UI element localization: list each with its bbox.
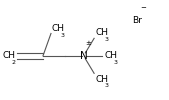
- Text: 3: 3: [104, 37, 108, 42]
- Text: 2: 2: [12, 60, 16, 65]
- Text: CH: CH: [96, 75, 109, 84]
- Text: 3: 3: [104, 84, 108, 88]
- Text: N: N: [80, 51, 88, 61]
- Text: −: −: [140, 5, 146, 11]
- Text: 3: 3: [61, 33, 65, 38]
- Text: CH: CH: [3, 51, 16, 60]
- Text: 3: 3: [113, 60, 117, 65]
- Text: CH: CH: [104, 51, 117, 60]
- Text: CH: CH: [96, 28, 109, 37]
- Text: CH: CH: [52, 24, 65, 33]
- Text: ±: ±: [85, 40, 91, 46]
- Text: Br: Br: [132, 16, 142, 25]
